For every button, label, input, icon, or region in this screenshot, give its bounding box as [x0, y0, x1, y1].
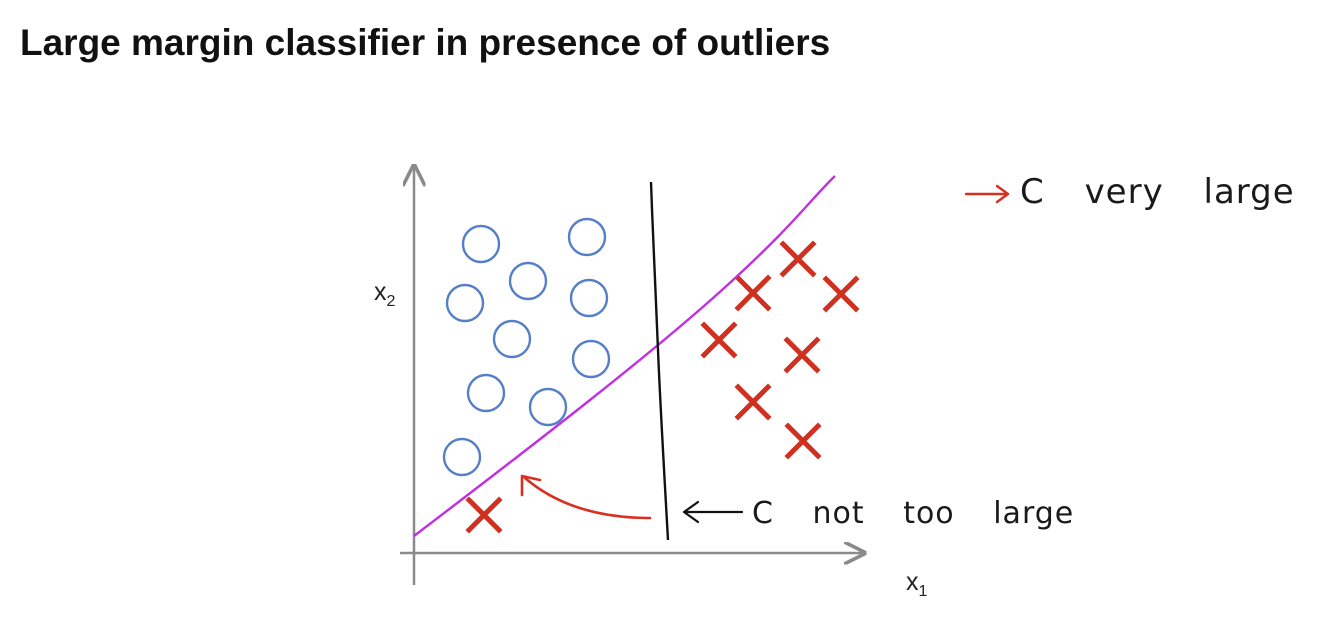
- cross-point: [822, 275, 860, 313]
- cross-points: [465, 240, 860, 534]
- note-word: large: [993, 496, 1075, 531]
- outlier-arrow: [523, 476, 652, 520]
- c-very-large-arrow: [964, 184, 1010, 204]
- circle-points: [442, 217, 611, 477]
- circle-point: [445, 283, 485, 323]
- c-not-too-large-arrow: [682, 500, 744, 524]
- boundary-c-not-too-large: [649, 181, 670, 541]
- slide-title: Large margin classifier in presence of o…: [20, 22, 831, 63]
- note-c-not-too-large: C not too large: [752, 496, 1074, 531]
- circle-point: [466, 373, 506, 413]
- x1-axis-label: x1: [906, 568, 928, 600]
- x2-axis-label: x2: [374, 278, 396, 310]
- circle-point: [571, 339, 611, 379]
- note-word: too: [903, 496, 955, 531]
- cross-point: [784, 422, 822, 460]
- cross-point: [783, 336, 821, 374]
- outlier-arrow-head: [520, 474, 542, 497]
- circle-point: [567, 217, 607, 257]
- note-word: not: [812, 496, 865, 531]
- circle-point: [569, 278, 609, 318]
- cross-point: [779, 240, 817, 278]
- note-word: C: [752, 496, 774, 531]
- circle-point: [508, 261, 548, 301]
- circle-point: [492, 319, 532, 359]
- circle-point: [461, 224, 501, 264]
- cross-point: [734, 383, 772, 421]
- circle-point: [528, 387, 568, 427]
- note-word: large: [1203, 172, 1295, 212]
- cross-point: [700, 321, 738, 359]
- note-c-very-large: C very large: [1020, 172, 1295, 212]
- note-word: very: [1084, 172, 1164, 212]
- note-word: C: [1020, 172, 1045, 212]
- cross-point: [734, 274, 772, 312]
- boundary-c-very-large: [413, 175, 836, 537]
- outlier-cross-point: [465, 496, 503, 534]
- circle-point: [442, 437, 482, 477]
